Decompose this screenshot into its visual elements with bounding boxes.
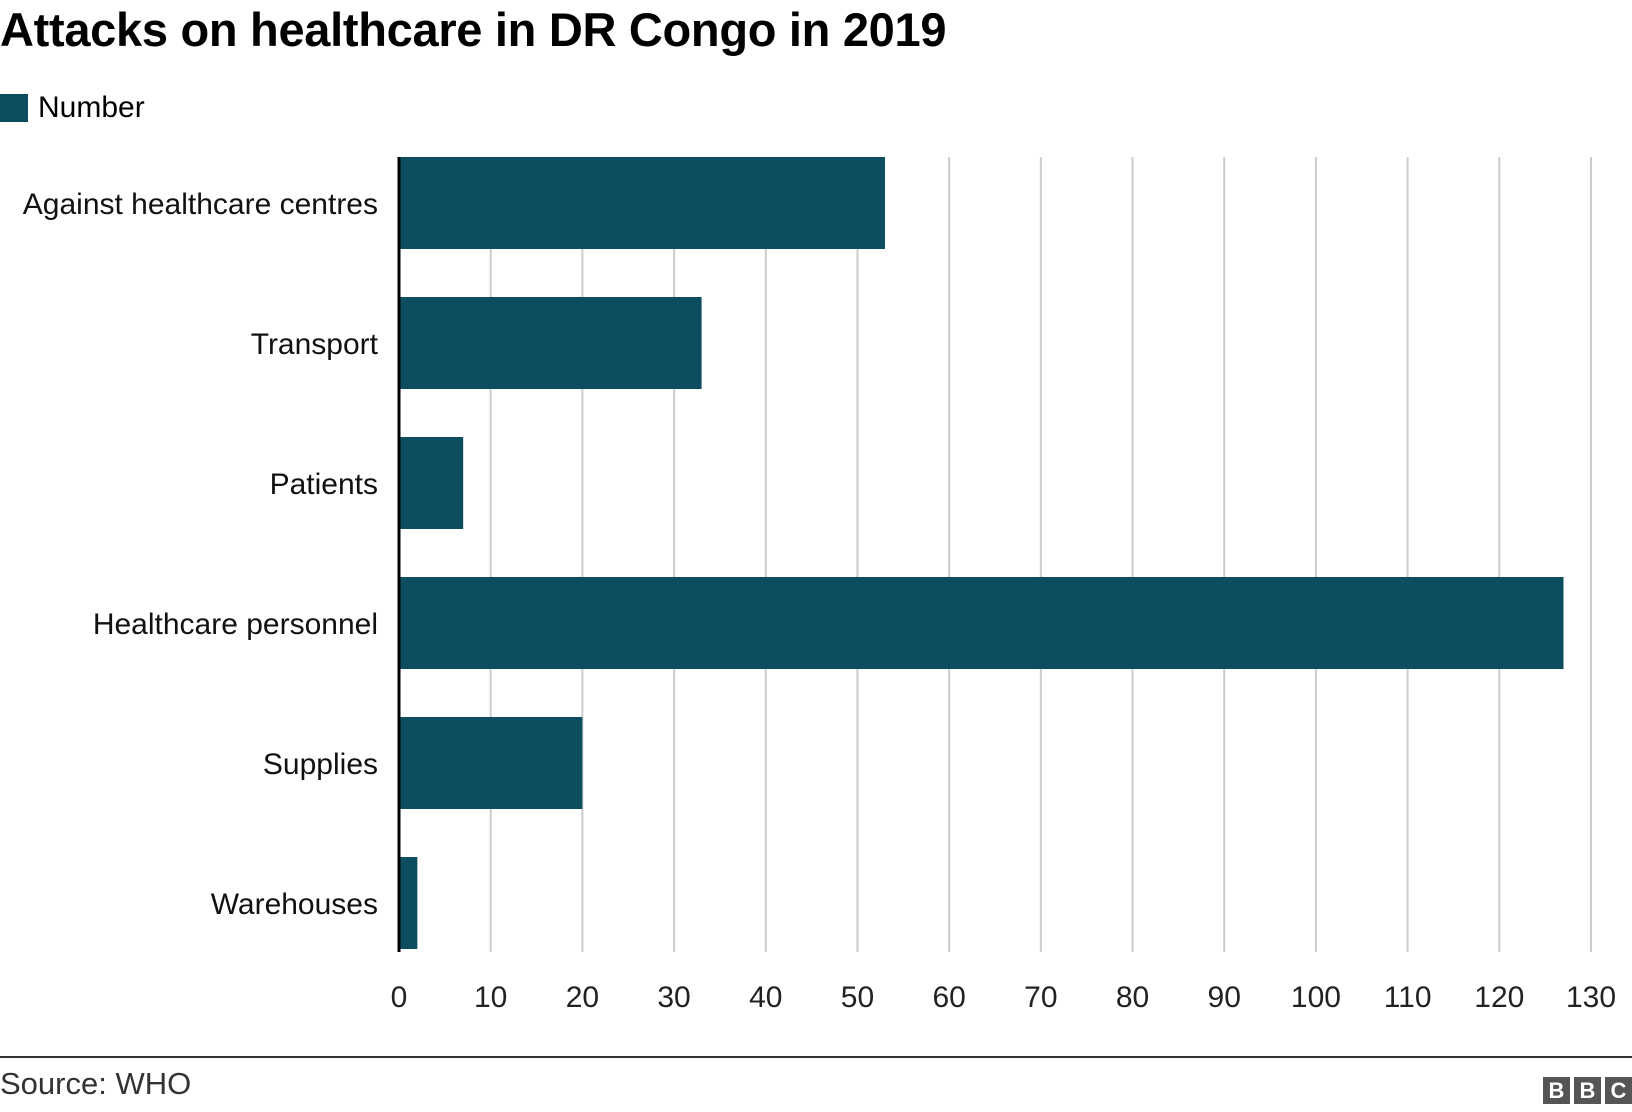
x-tick-label: 90	[1208, 981, 1241, 1014]
bar	[399, 717, 583, 809]
x-tick-label: 20	[566, 981, 599, 1014]
source-note: Source: WHO	[0, 1066, 192, 1101]
bbc-logo-letter: B	[1574, 1077, 1601, 1104]
legend-swatch	[0, 94, 28, 122]
bbc-logo: B B C	[1543, 1077, 1632, 1104]
legend: Number	[0, 88, 145, 128]
category-label: Supplies	[263, 748, 378, 781]
x-tick-label: 40	[749, 981, 782, 1014]
bar	[399, 577, 1564, 669]
bar-chart: 0 10 20 30 40 50 60 70 80 90 100 110 120 130 Against h…	[23, 157, 1616, 1014]
x-tick-label: 80	[1116, 981, 1149, 1014]
bar	[399, 437, 464, 529]
bbc-logo-letter: B	[1543, 1077, 1570, 1104]
bar	[399, 297, 702, 389]
category-label: Warehouses	[211, 888, 378, 921]
x-tick-label: 100	[1291, 981, 1341, 1014]
x-tick-label: 60	[932, 981, 965, 1014]
category-label: Transport	[251, 328, 379, 361]
chart-title: Attacks on healthcare in DR Congo in 201…	[0, 3, 947, 56]
x-tick-label: 130	[1566, 981, 1616, 1014]
bbc-logo-letter: C	[1605, 1077, 1632, 1104]
footer-divider	[0, 1056, 1632, 1058]
x-tick-label: 0	[391, 981, 408, 1014]
category-label: Against healthcare centres	[23, 188, 378, 221]
x-tick-label: 120	[1474, 981, 1524, 1014]
bar	[399, 857, 418, 949]
bar	[399, 157, 885, 249]
x-tick-label: 50	[841, 981, 874, 1014]
x-tick-label: 70	[1024, 981, 1057, 1014]
category-label: Healthcare personnel	[93, 608, 378, 641]
labels: 0 10 20 30 40 50 60 70 80 90 100 110 120 130 Against h…	[23, 188, 1616, 1014]
legend-label: Number	[38, 91, 145, 124]
bars	[399, 157, 1564, 949]
x-tick-label: 30	[657, 981, 690, 1014]
x-tick-label: 10	[474, 981, 507, 1014]
category-label: Patients	[270, 468, 378, 501]
gridlines	[489, 157, 1592, 952]
x-tick-label: 110	[1384, 981, 1432, 1014]
